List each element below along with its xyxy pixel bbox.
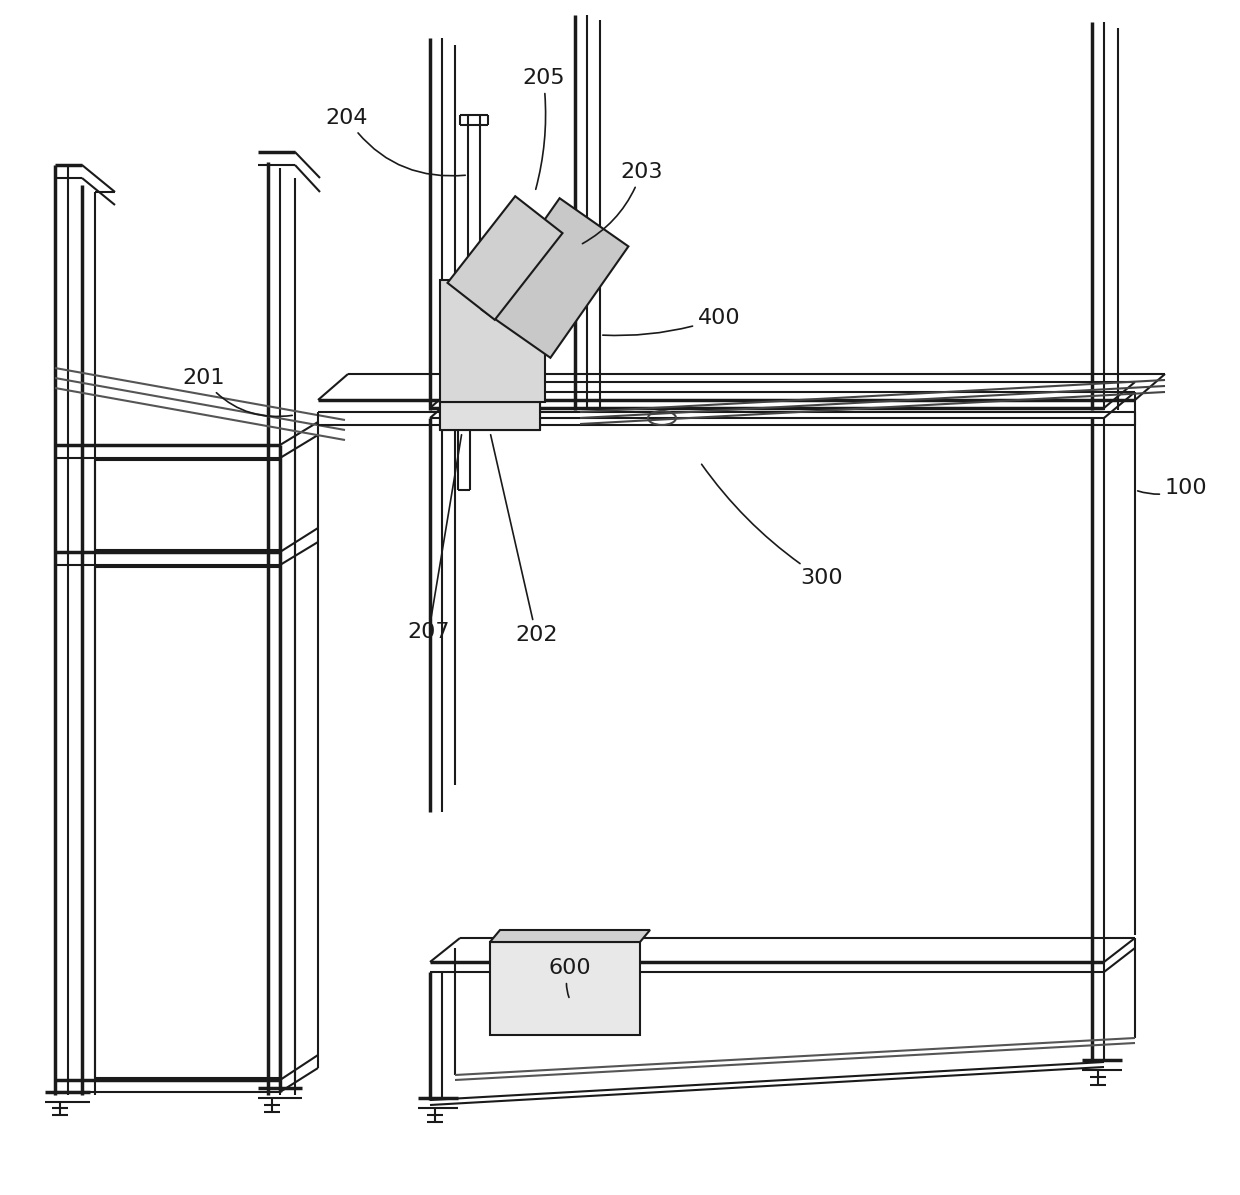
Text: 202: 202 (491, 435, 558, 645)
Text: 400: 400 (603, 308, 740, 336)
Polygon shape (490, 942, 640, 1035)
Text: 205: 205 (522, 68, 564, 189)
Text: 100: 100 (1137, 478, 1208, 498)
Polygon shape (481, 198, 629, 357)
Text: 201: 201 (182, 368, 293, 417)
Text: 600: 600 (548, 958, 590, 998)
Polygon shape (440, 402, 539, 430)
Polygon shape (440, 280, 546, 402)
Text: 300: 300 (702, 465, 843, 588)
Polygon shape (448, 196, 563, 320)
Text: 204: 204 (325, 108, 465, 176)
Text: 207: 207 (408, 435, 461, 642)
Text: 203: 203 (583, 163, 662, 244)
Polygon shape (490, 930, 650, 942)
